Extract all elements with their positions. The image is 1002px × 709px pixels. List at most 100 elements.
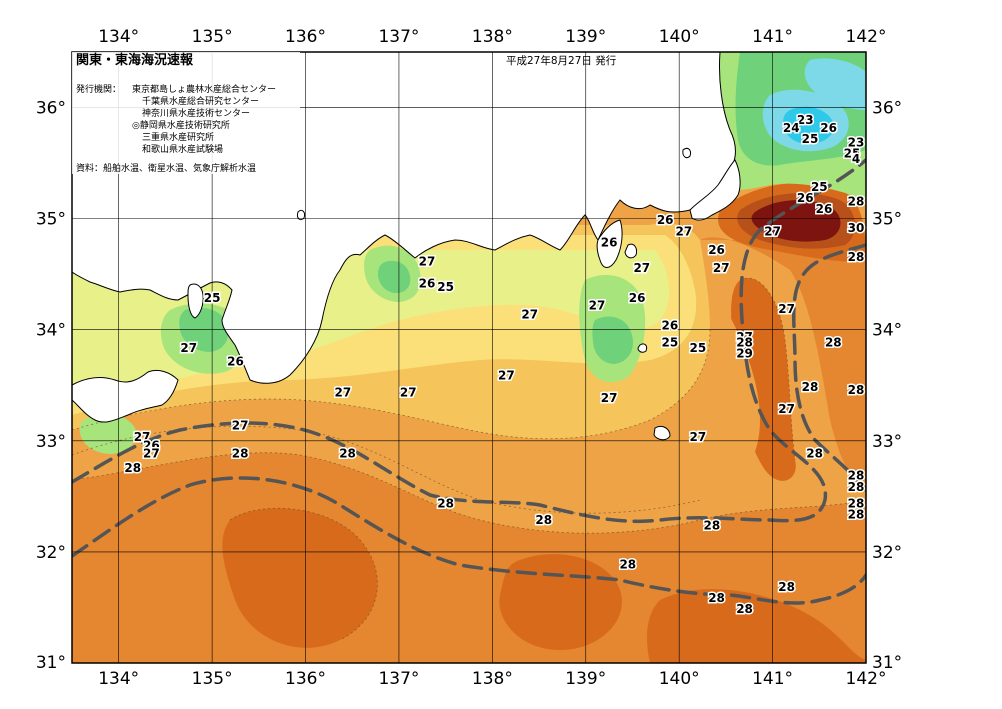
temperature-label: 24 [783,121,800,135]
temperature-label: 27 [498,369,515,383]
temperature-label: 29 [736,347,753,361]
temperature-label: 28 [825,335,842,349]
map-frame [71,51,867,664]
zone-29-south-a [222,508,378,648]
issuer-6: 和歌山県水産試験場 [142,143,223,155]
temperature-label: 25 [204,291,221,305]
lon-tick-label-bottom: 136° [285,669,326,689]
small-island-2 [682,147,691,159]
temperature-label: 27 [778,402,795,416]
lon-tick-label-top: 134° [98,27,139,47]
temperature-label: 27 [778,302,795,316]
header-backdrop [72,52,300,174]
zone-29-east [731,278,796,481]
temperature-label: 27 [675,224,692,238]
zone-24-northeast-b [804,58,866,110]
temperature-label: 28 [848,250,865,264]
temperature-label: 27 [764,224,781,238]
issuer-1: 東京都島しょ農林水産総合センター [132,83,276,95]
temperature-label: 28 [736,335,753,349]
lat-tick-label-right: 36° [872,99,902,119]
temperature-label: 27 [633,261,650,275]
lat-tick-label-left: 34° [36,321,66,341]
lat-tick-label-right: 31° [872,653,902,673]
awaji-land [187,283,204,319]
temperature-label: 28 [736,602,753,616]
temperature-label: 26 [419,277,436,291]
miyake-land [637,343,648,353]
temperature-label: 27 [335,385,352,399]
temperature-label: 26 [657,213,674,227]
map-title: 関東・東海海況速報 [76,52,194,68]
temperature-label: 26 [629,291,646,305]
issuer-2: 千葉県水産総合研究センター [142,95,259,107]
zone-29-south-c [647,589,866,663]
lat-tick-label-left: 35° [36,210,66,230]
lon-tick-label-bottom: 134° [98,669,139,689]
temperature-label: 28 [848,194,865,208]
temperature-label: 26 [601,235,618,249]
lat-tick-label-left: 32° [36,543,66,563]
tick-labels: 134° 134° 135° 135° 136° 136° 137° 137° 138° 138°… [36,27,902,689]
temperature-label: 27 [232,419,249,433]
temperature-label: 27 [589,299,606,313]
temperature-label: 4 [852,152,860,166]
lon-tick-label-top: 138° [472,27,513,47]
lat-tick-label-left: 36° [36,99,66,119]
temperature-label: 28 [124,461,141,475]
temperature-label: 28 [848,480,865,494]
lon-tick-label-top: 139° [565,27,606,47]
temperature-label: 28 [806,446,823,460]
temperature-label: 28 [848,469,865,483]
kuroshio-lines [72,158,866,605]
lat-tick-label-left: 33° [36,432,66,452]
lat-tick-label-right: 34° [872,321,902,341]
temperature-label: 27 [143,446,160,460]
lon-tick-label-bottom: 135° [192,669,233,689]
lon-tick-label-top: 141° [752,27,793,47]
zone-26-tosa [79,413,137,454]
boso-land [689,159,741,221]
temperature-label: 27 [601,391,618,405]
lon-tick-label-bottom: 137° [378,669,419,689]
lon-tick-label-top: 135° [192,27,233,47]
temperature-label: 28 [848,383,865,397]
temperature-label: 28 [802,380,819,394]
temperature-label: 27 [400,385,417,399]
lon-tick-label-bottom: 141° [752,669,793,689]
temperature-label: 25 [437,280,454,294]
temperature-label: 28 [848,496,865,510]
small-island-1 [297,209,305,221]
temperature-label: 25 [802,132,819,146]
hachijo-land [653,425,671,441]
temperature-label: 26 [661,319,678,333]
temperature-label: 25 [690,341,707,355]
lat-tick-label-right: 32° [872,543,902,563]
temperature-label: 30 [848,221,865,235]
temperature-label: 28 [535,513,552,527]
lon-tick-label-bottom: 142° [846,669,887,689]
temperature-label: 27 [180,341,197,355]
lat-tick-label-right: 35° [872,210,902,230]
lon-tick-label-bottom: 139° [565,669,606,689]
temperature-label: 28 [339,446,356,460]
temperature-label: 26 [820,121,837,135]
temperature-label: 23 [797,113,814,127]
temperature-label: 28 [708,591,725,605]
lon-tick-label-top: 142° [846,27,887,47]
izu-land [596,219,623,268]
map-header: 関東・東海海況速報 発行機関： 東京都島しょ農林水産総合センター 千葉県水産総合… [72,52,617,174]
zone-23-northeast [783,106,834,145]
kuroshio-south [72,476,866,605]
temperature-label: 27 [419,254,436,268]
temperature-label: 27 [736,330,753,344]
temperature-label: 26 [227,354,244,368]
temperature-label: 25 [844,147,861,161]
temperature-label: 26 [797,191,814,205]
zone-25-ise [378,260,411,294]
temperature-label: 25 [661,335,678,349]
temperature-label: 27 [521,308,538,322]
lon-tick-label-top: 140° [659,27,700,47]
